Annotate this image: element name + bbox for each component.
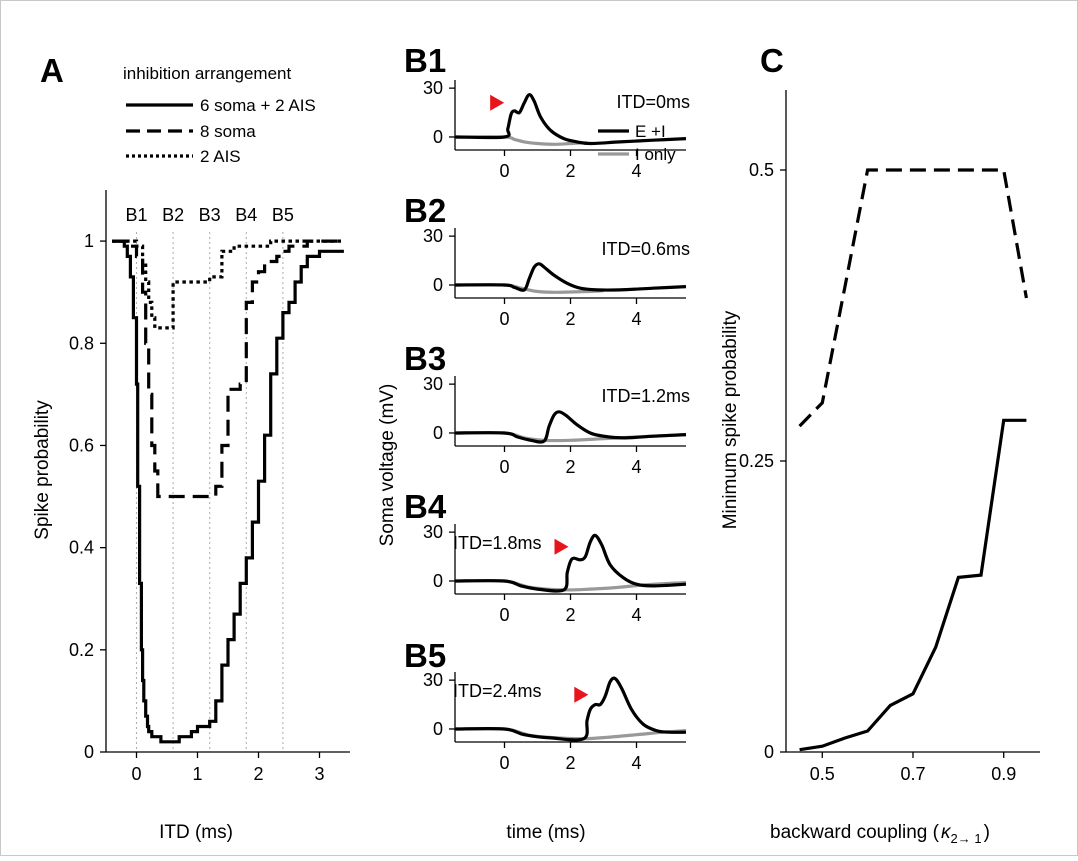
series-dotted <box>112 239 344 330</box>
b2-y-tick-label: 30 <box>423 226 443 246</box>
panel-c-x-tick-label: 0.7 <box>900 764 925 784</box>
b3-x-tick-label: 2 <box>565 457 575 477</box>
panel-a-legend: inhibition arrangement 6 soma + 2 AIS 8 … <box>123 64 316 166</box>
marker-label-b5: B5 <box>272 205 294 225</box>
b2-y-tick-label: 0 <box>433 275 443 295</box>
b3-x-tick-label: 4 <box>631 457 641 477</box>
b1-x-tick-label: 2 <box>565 161 575 181</box>
panel-c-y-tick-label: 0 <box>764 742 774 762</box>
b1-itd-label: ITD=0ms <box>616 92 690 112</box>
b5-red-arrow-marker <box>574 686 589 703</box>
panel-c-x-label-close: ) <box>984 822 990 843</box>
panel-a-x-tick-label: 2 <box>253 764 263 784</box>
marker-label-b3: B3 <box>199 205 221 225</box>
panel-c-x-label-kappa: κ <box>941 822 952 843</box>
b1-y-tick-label: 30 <box>423 78 443 98</box>
panel-c-x-label: backward coupling (κ2→ 1) <box>770 822 990 846</box>
panel-a-x-label: ITD (ms) <box>159 822 233 843</box>
panel-b-y-label: Soma voltage (mV) <box>377 384 398 547</box>
b4-y-tick-label: 30 <box>423 522 443 542</box>
panel-a-y-tick-label: 0.6 <box>69 435 94 455</box>
b2-x-tick-label: 0 <box>499 309 509 329</box>
panel-c-y-label: Minimum spike probability <box>720 310 741 529</box>
b2-x-tick-label: 4 <box>631 309 641 329</box>
panel-a-x-tick-label: 3 <box>314 764 324 784</box>
b3-y-tick-label: 0 <box>433 423 443 443</box>
b5-itd-label: ITD=2.4ms <box>453 681 542 701</box>
b2-e-i-trace <box>454 262 687 292</box>
panel-a-y-tick-label: 0 <box>84 742 94 762</box>
b1-e-i-trace <box>454 93 687 146</box>
panel-label-b5: B5 <box>404 637 446 674</box>
b5-x-tick-label: 0 <box>499 753 509 773</box>
panel-label-b4: B4 <box>404 488 447 525</box>
b4-x-tick-label: 4 <box>631 605 641 625</box>
series-dashed <box>112 239 344 499</box>
b1-x-tick-label: 4 <box>631 161 641 181</box>
b4-e-i-trace <box>454 533 687 593</box>
panel-a-y-label: Spike probability <box>32 400 53 540</box>
panel-c-series-dashed <box>798 168 1028 428</box>
panel-c-y-tick-label: 0.5 <box>749 160 774 180</box>
legend-label-6soma-2ais: 6 soma + 2 AIS <box>200 96 316 115</box>
panel-label-b1: B1 <box>404 42 446 79</box>
b4-red-arrow-marker <box>554 538 569 555</box>
b3-x-tick-label: 0 <box>499 457 509 477</box>
marker-label-b2: B2 <box>162 205 184 225</box>
panel-c-x-tick-label: 0.5 <box>810 764 835 784</box>
series-solid <box>112 239 344 744</box>
b1-x-tick-label: 0 <box>499 161 509 181</box>
panel-c-x-label-text: backward coupling ( <box>770 822 940 843</box>
legend-title: inhibition arrangement <box>123 64 291 83</box>
panel-c-ticks: 0.5 0.7 0.9 0 0.25 0.5 <box>739 160 1016 784</box>
panel-label-b2: B2 <box>404 192 446 229</box>
legend-label-2ais: 2 AIS <box>200 147 241 166</box>
panel-a-ticks: 0 1 2 3 0 0.2 0.4 0.6 0.8 1 <box>69 231 325 784</box>
b2-x-tick-label: 2 <box>565 309 575 329</box>
panel-b-x-label: time (ms) <box>506 822 585 843</box>
panel-a-x-tick-label: 0 <box>131 764 141 784</box>
b3-y-tick-label: 30 <box>423 374 443 394</box>
b5-e-i-trace <box>454 676 687 742</box>
marker-label-b4: B4 <box>235 205 257 225</box>
legend-label-8soma: 8 soma <box>200 122 256 141</box>
b1-red-arrow-marker <box>490 94 505 111</box>
panel-a-y-tick-label: 0.8 <box>69 333 94 353</box>
panel-a-x-tick-label: 1 <box>192 764 202 784</box>
panel-a-lines <box>112 239 344 744</box>
b4-y-tick-label: 0 <box>433 571 443 591</box>
panel-c-x-tick-label: 0.9 <box>991 764 1016 784</box>
b3-itd-label: ITD=1.2ms <box>601 386 690 406</box>
b3-e-i-trace <box>454 410 687 444</box>
panel-label-a: A <box>40 52 64 89</box>
panel-a-y-tick-label: 0.2 <box>69 640 94 660</box>
panel-label-b3: B3 <box>404 340 446 377</box>
panel-c-plot: Minimum spike probability backward coupl… <box>720 90 1040 846</box>
panel-b-plots: Soma voltage (mV) time (ms) ITD=0ms E +I… <box>377 78 690 843</box>
panel-c-y-tick-label: 0.25 <box>739 451 774 471</box>
panel-c-x-label-subscript: 2→ 1 <box>950 831 981 846</box>
b4-x-tick-label: 2 <box>565 605 575 625</box>
panel-a-y-tick-label: 1 <box>84 231 94 251</box>
b4-itd-label: ITD=1.8ms <box>453 533 542 553</box>
panel-a-plot: ITD (ms) Spike probability 0 1 2 3 0 0.2 0.4 0.… <box>32 190 350 843</box>
marker-label-b1: B1 <box>125 205 147 225</box>
b5-y-tick-label: 0 <box>433 719 443 739</box>
b5-x-tick-label: 2 <box>565 753 575 773</box>
b5-y-tick-label: 30 <box>423 670 443 690</box>
b5-x-tick-label: 4 <box>631 753 641 773</box>
b1-y-tick-label: 0 <box>433 127 443 147</box>
b4-x-tick-label: 0 <box>499 605 509 625</box>
panel-c-lines <box>798 168 1028 752</box>
panel-c-series-solid <box>799 418 1027 752</box>
panel-a-y-tick-label: 0.4 <box>69 538 94 558</box>
legend-label-e-i: E +I <box>635 122 666 141</box>
b2-itd-label: ITD=0.6ms <box>601 239 690 259</box>
panel-label-c: C <box>760 42 784 79</box>
panel-b-subplot-marks: 0 30 0 2 4 0 30 0 2 4 0 30 0 2 4 0 30 0 2 4 0 30 0 2 4 <box>423 78 687 773</box>
